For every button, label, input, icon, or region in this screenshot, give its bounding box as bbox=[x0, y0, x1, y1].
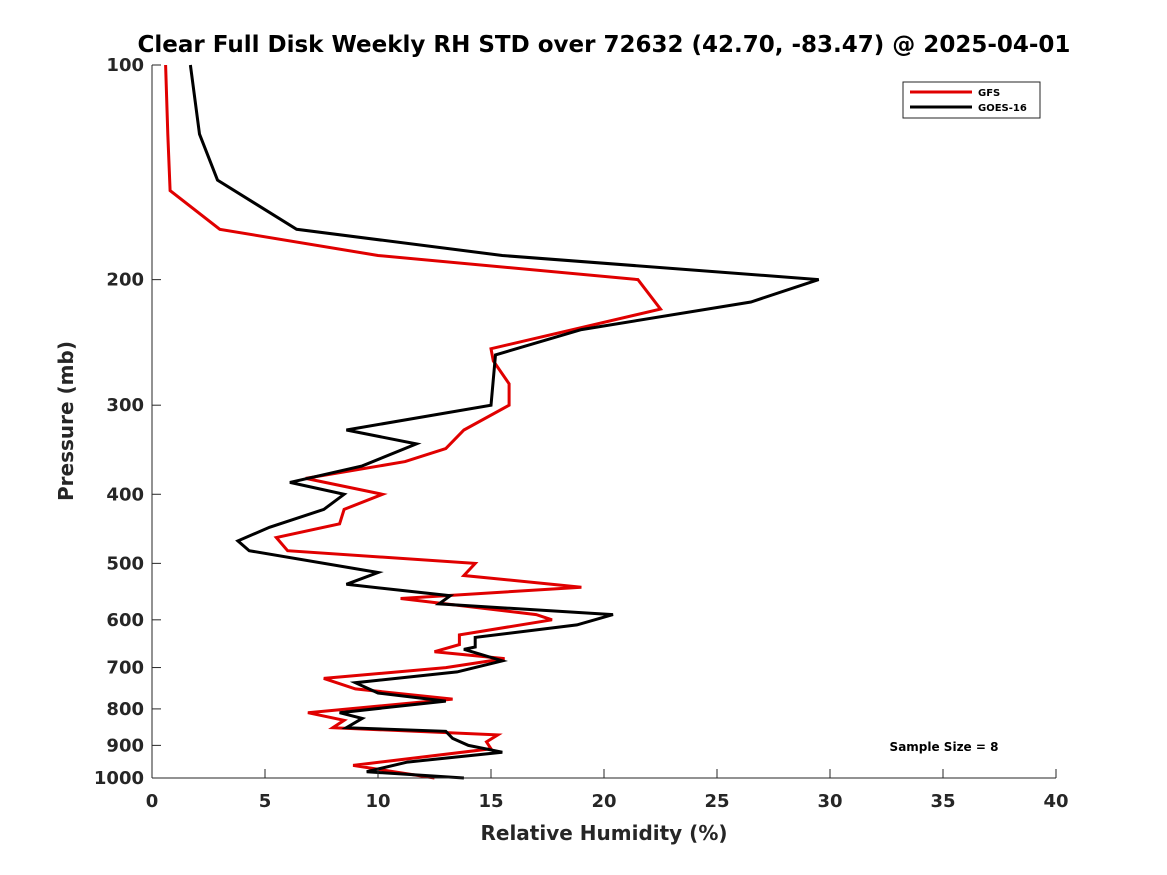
y-tick-label: 500 bbox=[106, 553, 144, 574]
plot-frame bbox=[152, 65, 1056, 778]
series-line-goes16 bbox=[188, 64, 820, 780]
series-line-gfs bbox=[164, 64, 664, 780]
legend: GFS GOES-16 bbox=[902, 81, 1041, 119]
x-axis-label: Relative Humidity (%) bbox=[480, 821, 727, 845]
y-tick-label: 900 bbox=[106, 735, 144, 756]
legend-label-goes16: GOES-16 bbox=[978, 103, 1027, 114]
chart-title: Clear Full Disk Weekly RH STD over 72632… bbox=[138, 32, 1071, 58]
x-tick-label: 30 bbox=[817, 791, 842, 812]
x-tick-label: 20 bbox=[591, 791, 616, 812]
x-tick-label: 10 bbox=[365, 791, 390, 812]
series-layer bbox=[164, 64, 820, 780]
x-tick-label: 40 bbox=[1043, 791, 1068, 812]
x-tick-label: 35 bbox=[930, 791, 955, 812]
x-ticks: 0 5 10 15 20 25 30 35 40 bbox=[146, 769, 1069, 812]
y-ticks: 100 200 300 400 500 600 700 800 900 1000 bbox=[94, 55, 161, 789]
y-axis-label: Pressure (mb) bbox=[54, 341, 78, 501]
y-tick-label: 600 bbox=[106, 610, 144, 631]
y-tick-label: 800 bbox=[106, 699, 144, 720]
x-tick-label: 0 bbox=[146, 791, 159, 812]
legend-label-gfs: GFS bbox=[978, 88, 1000, 99]
y-tick-label: 1000 bbox=[94, 768, 144, 789]
y-tick-label: 100 bbox=[106, 55, 144, 76]
y-tick-label: 200 bbox=[106, 270, 144, 291]
y-tick-label: 400 bbox=[106, 484, 144, 505]
y-tick-label: 700 bbox=[106, 658, 144, 679]
x-tick-label: 25 bbox=[704, 791, 729, 812]
legend-box bbox=[902, 81, 1041, 119]
y-tick-label: 300 bbox=[106, 395, 144, 416]
x-tick-label: 5 bbox=[259, 791, 272, 812]
x-tick-label: 15 bbox=[478, 791, 503, 812]
sample-size-annotation: Sample Size = 8 bbox=[890, 740, 999, 754]
